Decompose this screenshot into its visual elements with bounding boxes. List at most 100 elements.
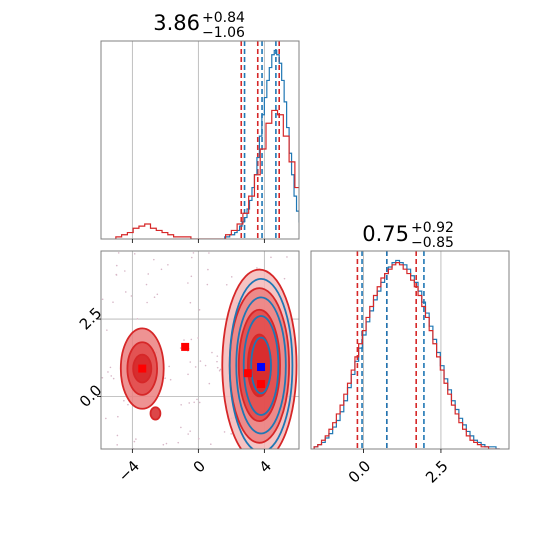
- joint-sample-point: [198, 309, 201, 311]
- joint-sample-point: [190, 275, 193, 278]
- joint-sample-point: [105, 417, 107, 420]
- joint-sample-point: [183, 339, 185, 341]
- joint-sample-point: [156, 293, 159, 296]
- joint-point-marker: [257, 380, 266, 389]
- param2-title-base: 0.75: [362, 222, 409, 246]
- param2-x-tick-label: 2.5: [422, 457, 452, 487]
- joint-sample-point: [162, 443, 165, 446]
- joint-sample-point: [187, 373, 189, 376]
- joint-contour-series-a: [250, 336, 272, 395]
- joint-sample-point: [112, 377, 115, 380]
- joint-sample-point: [225, 283, 228, 286]
- joint-point-marker: [243, 369, 252, 378]
- joint-sample-point: [208, 382, 211, 385]
- param2-x-tick-label: 0.0: [345, 457, 375, 487]
- param1-histogram-series-a: [224, 49, 299, 239]
- joint-point-marker: [181, 342, 190, 351]
- joint-contour-series-a: [235, 296, 287, 435]
- joint-sample-point: [256, 267, 258, 269]
- joint-sample-point: [190, 338, 193, 341]
- param2-title-plus: +0.92: [411, 220, 454, 236]
- joint-sample-point: [101, 298, 104, 301]
- joint-sample-point: [164, 377, 166, 380]
- joint-sample-point: [135, 438, 137, 440]
- joint-sample-point: [117, 415, 119, 418]
- joint-sample-point: [230, 276, 233, 278]
- joint-sample-point: [216, 355, 219, 357]
- param1-axes-frame: [100, 40, 300, 240]
- joint-sample-point: [188, 402, 191, 404]
- joint-sample-point: [109, 366, 112, 369]
- joint-contour-series-b: [149, 406, 162, 421]
- joint-contour-series-a: [242, 315, 280, 416]
- joint-sample-point: [147, 273, 150, 275]
- joint-sample-point: [189, 430, 191, 432]
- joint-sample-point: [133, 253, 136, 255]
- joint-x-tick-label: 4: [256, 457, 275, 476]
- joint-sample-point: [130, 295, 133, 297]
- joint-sample-point: [107, 371, 109, 373]
- joint-sample-point: [192, 252, 195, 254]
- param2-histogram-series-a: [313, 259, 500, 449]
- joint-sample-point: [115, 273, 118, 276]
- joint-sample-point: [270, 256, 272, 259]
- joint-x-tick-label: −4: [115, 457, 143, 485]
- joint-sample-point: [133, 440, 136, 443]
- joint-sample-point: [180, 404, 182, 406]
- joint-sample-point: [206, 283, 209, 286]
- param2-title: 0.75 +0.92 −0.85: [362, 220, 454, 251]
- joint-sample-point: [187, 282, 189, 284]
- joint-sample-point: [145, 283, 148, 286]
- joint-sample-point: [112, 301, 114, 303]
- joint-sample-point: [179, 347, 182, 349]
- joint-sample-point: [199, 360, 202, 362]
- joint-sample-point: [165, 442, 168, 445]
- joint-sample-point: [189, 301, 192, 304]
- param2-title-minus: −0.85: [411, 235, 454, 251]
- joint-sample-point: [180, 426, 182, 429]
- joint-point-marker: [181, 454, 189, 462]
- joint-sample-point: [190, 256, 193, 259]
- param1-title-minus: −1.06: [202, 25, 245, 41]
- joint-sample-point: [204, 364, 207, 367]
- joint-sample-point: [123, 399, 125, 402]
- joint-contour-series-a: [228, 277, 294, 449]
- joint-truth-marker: [257, 363, 266, 372]
- joint-sample-point: [101, 376, 104, 379]
- param1-title: 3.86 +0.84 −1.06: [153, 10, 245, 41]
- joint-sample-point: [208, 252, 210, 254]
- joint-sample-point: [115, 264, 118, 267]
- joint-sample-point: [196, 398, 198, 401]
- joint-sample-point: [194, 366, 197, 368]
- joint-sample-point: [207, 268, 209, 271]
- joint-sample-point: [286, 256, 288, 258]
- joint-sample-point: [223, 431, 226, 433]
- joint-point-marker: [138, 364, 147, 373]
- param1-marginal-panel: 3.86 +0.84 −1.06: [100, 10, 300, 243]
- joint-sample-point: [218, 369, 221, 372]
- joint-sample-point: [189, 361, 192, 363]
- joint-sample-point: [106, 329, 108, 331]
- joint-sample-point: [160, 268, 163, 271]
- param1-title-plus: +0.84: [202, 10, 245, 26]
- joint-sample-point: [177, 441, 180, 444]
- joint-axes-frame: [100, 250, 300, 450]
- joint-sample-point: [153, 258, 155, 261]
- param1-histogram-series-b: [115, 109, 299, 239]
- joint-sample-point: [124, 270, 126, 272]
- joint-sample-point: [198, 401, 201, 404]
- joint-x-tick-label: 0: [190, 457, 209, 476]
- joint-sample-point: [187, 433, 189, 435]
- joint-sample-point: [169, 378, 172, 381]
- joint-sample-point: [168, 365, 170, 368]
- joint-sample-point: [116, 434, 119, 437]
- joint-sample-point: [110, 375, 113, 377]
- joint-sample-point: [211, 351, 213, 354]
- joint-sample-point: [230, 433, 232, 435]
- joint-sample-point: [283, 277, 286, 280]
- joint-sample-point: [198, 437, 200, 440]
- joint-sample-point: [127, 403, 129, 406]
- joint-sample-point: [146, 301, 148, 304]
- joint-sample-point: [209, 443, 212, 446]
